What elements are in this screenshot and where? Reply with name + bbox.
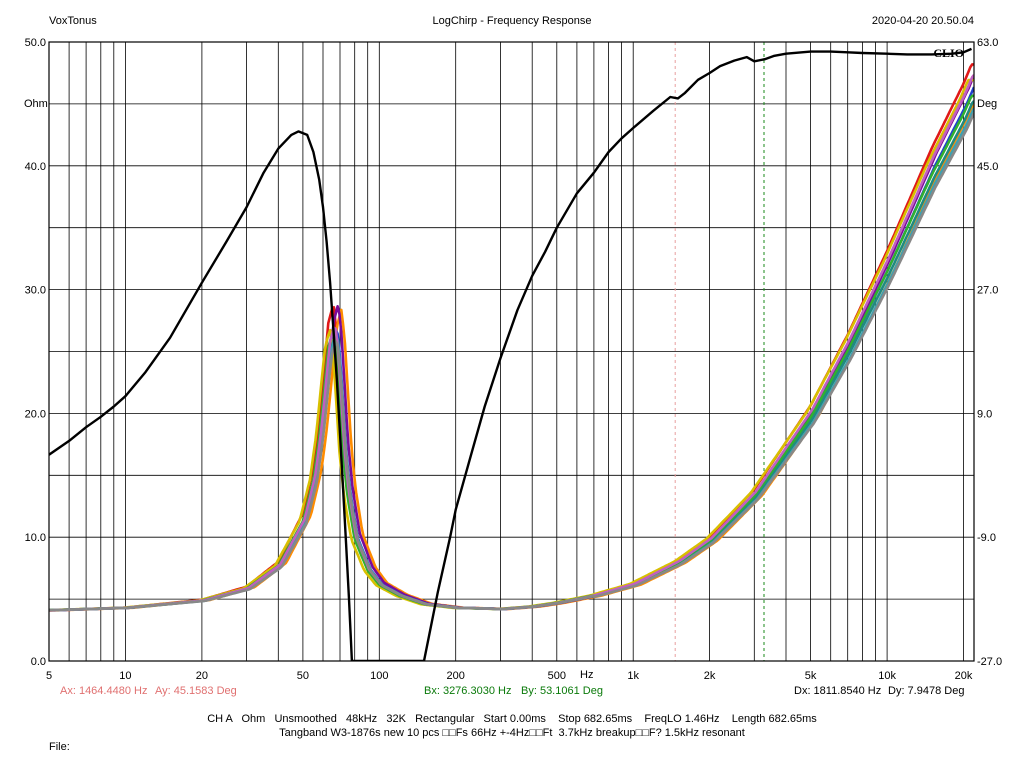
cursor-a-y: Ay: 45.1583 Deg [155,685,237,697]
chart-curves [49,47,974,661]
measurement-description: Tangband W3-1876s new 10 pcs □□Fs 66Hz +… [279,727,745,739]
y-right-tick-label: -27.0 [977,656,1002,668]
cursor-b-x: Bx: 3276.3030 Hz [424,685,512,697]
y-right-tick-label: 45.0 [977,161,998,173]
y-right-tick-label: 63.0 [977,37,998,49]
y-right-tick-label: -9.0 [977,532,996,544]
chart-title: LogChirp - Frequency Response [432,15,592,27]
x-tick-label: 5 [46,670,52,682]
delta-y: Dy: 7.9478 Deg [888,685,965,697]
x-tick-label: 500 [548,670,566,682]
impedance-series-3 [49,74,974,612]
y-left-tick-labels: 0.0 10.0 20.0 30.0 40.0 50.0 [25,37,46,668]
y-right-unit: Deg [977,98,998,110]
phase-curve [49,47,972,661]
y-left-tick-label: 20.0 [25,408,46,420]
y-left-tick-label: 40.0 [25,161,46,173]
x-tick-label: 1k [627,670,639,682]
chart-grid [49,42,974,661]
y-left-tick-label: 0.0 [31,656,46,668]
x-tick-label: 50 [297,670,309,682]
cursor-b-y: By: 53.1061 Deg [521,685,603,697]
x-tick-label: 5k [805,670,817,682]
datetime: 2020-04-20 20.50.04 [871,15,974,27]
clio-logo: CLIO [933,46,964,60]
y-left-tick-label: 10.0 [25,532,46,544]
x-tick-label: 10 [119,670,131,682]
x-tick-label: 20 [196,670,208,682]
x-tick-label: 100 [370,670,388,682]
y-left-tick-label: 30.0 [25,285,46,297]
impedance-series-6 [49,100,974,612]
chart-cursors [674,42,765,661]
impedance-series-9 [49,74,974,612]
impedance-series-5 [49,78,974,612]
delta-x: Dx: 1811.8540 Hz [794,685,882,697]
y-right-tick-label: 27.0 [977,285,998,297]
y-right-tick-label: 9.0 [977,408,992,420]
x-tick-label: 200 [447,670,465,682]
impedance-series-10 [49,112,974,612]
app-name: VoxTonus [49,15,97,27]
impedance-series-8 [49,94,974,612]
plot-frame [48,41,975,662]
y-left-unit: Ohm [24,98,48,110]
impedance-series-1 [49,63,974,612]
y-left-tick-label: 50.0 [25,37,46,49]
file-label: File: [49,741,70,753]
x-tick-label: 2k [704,670,716,682]
cursor-a-x: Ax: 1464.4480 Hz [60,685,148,697]
y-right-tick-labels: -27.0 -9.0 9.0 27.0 45.0 63.0 [977,37,1002,668]
x-tick-labels: 5 10 20 50 100 200 500 1k 2k 5k 10k 20k [46,670,973,682]
measurement-settings: CH A Ohm Unsmoothed 48kHz 32K Rectangula… [207,713,817,725]
x-tick-label: 10k [878,670,896,682]
x-unit: Hz [580,669,594,681]
x-tick-label: 20k [955,670,973,682]
